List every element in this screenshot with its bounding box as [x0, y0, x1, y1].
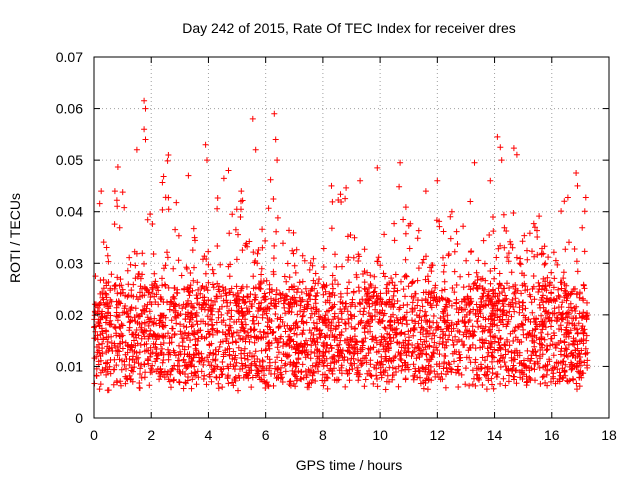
chart-title: Day 242 of 2015, Rate Of TEC Index for r… — [182, 20, 516, 36]
x-tick-label: 0 — [90, 427, 98, 443]
x-axis-label: GPS time / hours — [296, 457, 403, 473]
y-axis-label: ROTI / TECUs — [7, 193, 23, 283]
x-tick-label: 14 — [487, 427, 503, 443]
y-tick-label: 0 — [75, 410, 83, 426]
y-tick-label: 0.04 — [56, 204, 83, 220]
x-tick-label: 12 — [430, 427, 446, 443]
x-tick-label: 18 — [601, 427, 617, 443]
x-axis-tick-labels: 0 2 4 6 8 10 12 14 16 18 — [90, 427, 617, 443]
y-tick-label: 0.05 — [56, 152, 83, 168]
x-tick-label: 2 — [147, 427, 155, 443]
x-tick-label: 6 — [262, 427, 270, 443]
y-tick-label: 0.03 — [56, 255, 83, 271]
x-tick-label: 8 — [319, 427, 327, 443]
data-points — [91, 97, 591, 394]
y-tick-label: 0.02 — [56, 307, 83, 323]
x-tick-label: 10 — [372, 427, 388, 443]
y-tick-label: 0.06 — [56, 101, 83, 117]
axis-ticks — [93, 56, 610, 419]
plot-frame — [93, 56, 610, 419]
x-tick-label: 16 — [544, 427, 560, 443]
grid — [94, 57, 609, 418]
scatter-markers — [91, 97, 591, 394]
y-tick-label: 0.01 — [56, 358, 83, 374]
y-tick-label: 0.07 — [56, 49, 83, 65]
x-tick-label: 4 — [205, 427, 213, 443]
y-axis-tick-labels: 0 0.01 0.02 0.03 0.04 0.05 0.06 0.07 — [56, 49, 83, 426]
